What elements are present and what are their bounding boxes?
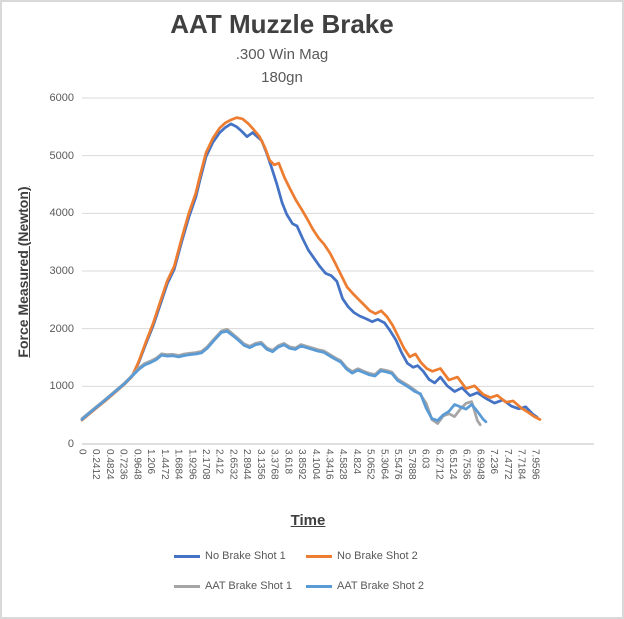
x-tick-label: 1.4472 [158, 449, 170, 480]
x-tick-label: 6.03 [419, 449, 431, 469]
x-tick-label: 1.6884 [172, 449, 184, 480]
legend-label: AAT Brake Shot 1 [205, 580, 293, 592]
y-tick-label: 0 [67, 438, 74, 450]
x-tick-label: 4.824 [350, 449, 362, 475]
x-tick-label: 2.1708 [199, 449, 211, 480]
x-tick-label: 0.2412 [90, 449, 102, 480]
x-tick-label: 6.5124 [446, 449, 458, 480]
chart-subtitle-line2: 180gn [261, 69, 303, 86]
legend-label: AAT Brake Shot 2 [337, 580, 425, 592]
x-tick-label: 5.3064 [378, 449, 390, 480]
legend-swatch [306, 584, 332, 588]
y-tick-label: 4000 [49, 207, 74, 220]
legend-label: No Brake Shot 2 [337, 550, 418, 562]
x-tick-label: 7.236 [488, 449, 500, 475]
x-tick-label: 6.9948 [474, 449, 486, 480]
legend-swatch [174, 584, 200, 588]
x-tick-label: 1.206 [145, 449, 157, 475]
x-tick-label: 0.9648 [131, 449, 143, 480]
x-tick-label: 5.7888 [405, 449, 417, 480]
chart-title: AAT Muzzle Brake [170, 9, 394, 39]
series-line [80, 116, 542, 422]
x-tick-label: 1.9296 [186, 449, 198, 480]
x-tick-label: 7.4772 [501, 449, 513, 480]
x-tick-label: 4.5828 [337, 449, 349, 480]
x-axis-title: Time [290, 512, 326, 529]
y-tick-label: 6000 [49, 92, 74, 104]
x-tick-label: 5.5476 [392, 449, 404, 480]
legend-item: No Brake Shot 2 [306, 550, 438, 562]
y-tick-label: 1000 [49, 380, 74, 393]
series-line [80, 329, 488, 424]
x-tick-label: 7.7184 [515, 449, 527, 480]
x-tick-label: 0.4824 [103, 449, 115, 480]
x-tick-label: 7.9596 [529, 449, 541, 480]
y-tick-label: 2000 [49, 322, 74, 335]
x-tick-label: 3.8592 [296, 449, 308, 480]
x-tick-label: 2.6532 [227, 449, 239, 480]
x-tick-label: 3.618 [282, 449, 294, 475]
legend-item: No Brake Shot 1 [174, 550, 306, 562]
x-tick-label: 0 [76, 449, 88, 455]
legend-label: No Brake Shot 1 [205, 550, 286, 562]
x-tick-label: 4.1004 [309, 449, 321, 480]
y-tick-label: 5000 [49, 149, 74, 162]
x-tick-label: 6.7536 [460, 449, 472, 480]
y-tick-label: 3000 [49, 265, 74, 277]
x-tick-label: 5.0652 [364, 449, 376, 480]
legend-item: AAT Brake Shot 1 [174, 580, 306, 592]
x-tick-label: 3.3768 [268, 449, 280, 480]
x-tick-label: 4.3416 [323, 449, 335, 480]
chart-subtitle-line1: .300 Win Mag [235, 46, 329, 63]
legend-item: AAT Brake Shot 2 [306, 580, 438, 592]
series-line [80, 122, 539, 421]
x-tick-label: 2.8944 [241, 449, 253, 480]
legend-swatch [174, 554, 200, 558]
series-line [80, 327, 482, 427]
legend-swatch [306, 554, 332, 558]
x-tick-label: 6.2712 [433, 449, 445, 480]
x-tick-label: 3.1356 [254, 449, 266, 480]
legend: No Brake Shot 1 No Brake Shot 2 AAT Brake … [174, 541, 438, 601]
x-tick-label: 2.412 [213, 449, 225, 475]
x-tick-label: 0.7236 [117, 449, 129, 480]
y-axis-title: Force Measured (Newton) [15, 186, 31, 358]
